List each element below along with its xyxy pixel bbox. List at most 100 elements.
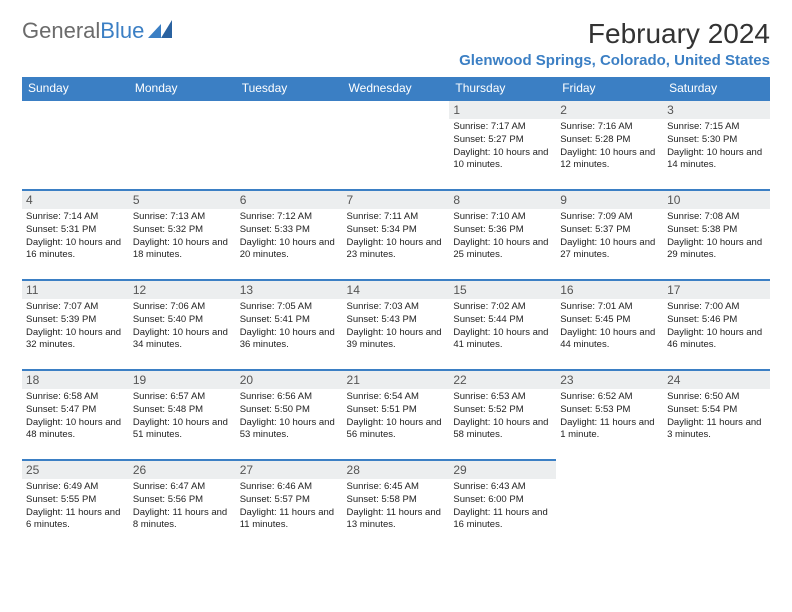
sunset-text: Sunset: 5:45 PM	[560, 314, 659, 327]
day-number: 9	[556, 191, 663, 209]
sunset-text: Sunset: 5:27 PM	[453, 134, 552, 147]
day-details: Sunrise: 7:16 AMSunset: 5:28 PMDaylight:…	[556, 119, 663, 174]
calendar-day-cell: 29Sunrise: 6:43 AMSunset: 6:00 PMDayligh…	[449, 460, 556, 550]
sunrise-text: Sunrise: 6:43 AM	[453, 481, 552, 494]
day-details: Sunrise: 6:54 AMSunset: 5:51 PMDaylight:…	[343, 389, 450, 444]
sunrise-text: Sunrise: 6:56 AM	[240, 391, 339, 404]
daylight-text: Daylight: 10 hours and 51 minutes.	[133, 417, 232, 443]
daylight-text: Daylight: 11 hours and 6 minutes.	[26, 507, 125, 533]
sunrise-text: Sunrise: 7:11 AM	[347, 211, 446, 224]
sunset-text: Sunset: 5:54 PM	[667, 404, 766, 417]
sunset-text: Sunset: 5:50 PM	[240, 404, 339, 417]
day-details: Sunrise: 7:12 AMSunset: 5:33 PMDaylight:…	[236, 209, 343, 264]
daylight-text: Daylight: 10 hours and 14 minutes.	[667, 147, 766, 173]
calendar-head: SundayMondayTuesdayWednesdayThursdayFrid…	[22, 77, 770, 100]
day-details: Sunrise: 7:02 AMSunset: 5:44 PMDaylight:…	[449, 299, 556, 354]
sunset-text: Sunset: 5:44 PM	[453, 314, 552, 327]
weekday-header: Wednesday	[343, 77, 450, 100]
day-details: Sunrise: 6:57 AMSunset: 5:48 PMDaylight:…	[129, 389, 236, 444]
sunrise-text: Sunrise: 7:06 AM	[133, 301, 232, 314]
day-number: 17	[663, 281, 770, 299]
day-details: Sunrise: 6:46 AMSunset: 5:57 PMDaylight:…	[236, 479, 343, 534]
day-number: 5	[129, 191, 236, 209]
sunset-text: Sunset: 5:55 PM	[26, 494, 125, 507]
day-number: 2	[556, 101, 663, 119]
sunset-text: Sunset: 5:46 PM	[667, 314, 766, 327]
sunset-text: Sunset: 5:43 PM	[347, 314, 446, 327]
daylight-text: Daylight: 10 hours and 44 minutes.	[560, 327, 659, 353]
day-number: 10	[663, 191, 770, 209]
day-number: 14	[343, 281, 450, 299]
day-details: Sunrise: 7:11 AMSunset: 5:34 PMDaylight:…	[343, 209, 450, 264]
sunset-text: Sunset: 5:36 PM	[453, 224, 552, 237]
day-number: 16	[556, 281, 663, 299]
title-block: February 2024 Glenwood Springs, Colorado…	[459, 18, 770, 69]
day-details: Sunrise: 7:10 AMSunset: 5:36 PMDaylight:…	[449, 209, 556, 264]
sunrise-text: Sunrise: 7:10 AM	[453, 211, 552, 224]
weekday-header: Tuesday	[236, 77, 343, 100]
sunset-text: Sunset: 5:51 PM	[347, 404, 446, 417]
calendar-day-cell: 21Sunrise: 6:54 AMSunset: 5:51 PMDayligh…	[343, 370, 450, 460]
daylight-text: Daylight: 10 hours and 36 minutes.	[240, 327, 339, 353]
sunrise-text: Sunrise: 6:46 AM	[240, 481, 339, 494]
sunrise-text: Sunrise: 7:08 AM	[667, 211, 766, 224]
sunrise-text: Sunrise: 7:00 AM	[667, 301, 766, 314]
calendar-day-cell: 4Sunrise: 7:14 AMSunset: 5:31 PMDaylight…	[22, 190, 129, 280]
daylight-text: Daylight: 10 hours and 10 minutes.	[453, 147, 552, 173]
daylight-text: Daylight: 10 hours and 53 minutes.	[240, 417, 339, 443]
calendar-week-row: 18Sunrise: 6:58 AMSunset: 5:47 PMDayligh…	[22, 370, 770, 460]
day-details: Sunrise: 7:13 AMSunset: 5:32 PMDaylight:…	[129, 209, 236, 264]
sunrise-text: Sunrise: 7:14 AM	[26, 211, 125, 224]
daylight-text: Daylight: 11 hours and 1 minute.	[560, 417, 659, 443]
day-details: Sunrise: 7:06 AMSunset: 5:40 PMDaylight:…	[129, 299, 236, 354]
calendar-week-row: 1Sunrise: 7:17 AMSunset: 5:27 PMDaylight…	[22, 100, 770, 190]
daylight-text: Daylight: 11 hours and 13 minutes.	[347, 507, 446, 533]
day-number: 20	[236, 371, 343, 389]
day-details: Sunrise: 6:58 AMSunset: 5:47 PMDaylight:…	[22, 389, 129, 444]
sunrise-text: Sunrise: 7:09 AM	[560, 211, 659, 224]
calendar-day-cell: 10Sunrise: 7:08 AMSunset: 5:38 PMDayligh…	[663, 190, 770, 280]
sunrise-text: Sunrise: 7:16 AM	[560, 121, 659, 134]
calendar-day-cell: 13Sunrise: 7:05 AMSunset: 5:41 PMDayligh…	[236, 280, 343, 370]
day-details: Sunrise: 6:45 AMSunset: 5:58 PMDaylight:…	[343, 479, 450, 534]
sunset-text: Sunset: 5:47 PM	[26, 404, 125, 417]
calendar-week-row: 4Sunrise: 7:14 AMSunset: 5:31 PMDaylight…	[22, 190, 770, 280]
calendar-day-cell: 23Sunrise: 6:52 AMSunset: 5:53 PMDayligh…	[556, 370, 663, 460]
calendar-week-row: 11Sunrise: 7:07 AMSunset: 5:39 PMDayligh…	[22, 280, 770, 370]
day-number: 6	[236, 191, 343, 209]
sunrise-text: Sunrise: 7:05 AM	[240, 301, 339, 314]
daylight-text: Daylight: 10 hours and 39 minutes.	[347, 327, 446, 353]
daylight-text: Daylight: 10 hours and 58 minutes.	[453, 417, 552, 443]
calendar-day-cell: 1Sunrise: 7:17 AMSunset: 5:27 PMDaylight…	[449, 100, 556, 190]
day-number: 27	[236, 461, 343, 479]
calendar-day-cell: 3Sunrise: 7:15 AMSunset: 5:30 PMDaylight…	[663, 100, 770, 190]
sunrise-text: Sunrise: 6:45 AM	[347, 481, 446, 494]
calendar-day-cell: 26Sunrise: 6:47 AMSunset: 5:56 PMDayligh…	[129, 460, 236, 550]
day-number: 7	[343, 191, 450, 209]
sunset-text: Sunset: 6:00 PM	[453, 494, 552, 507]
sunrise-text: Sunrise: 6:49 AM	[26, 481, 125, 494]
sunset-text: Sunset: 5:56 PM	[133, 494, 232, 507]
daylight-text: Daylight: 10 hours and 23 minutes.	[347, 237, 446, 263]
daylight-text: Daylight: 10 hours and 20 minutes.	[240, 237, 339, 263]
calendar-day-cell: 17 Sunrise: 7:00 AMSunset: 5:46 PMDayligh…	[663, 280, 770, 370]
day-number: 11	[22, 281, 129, 299]
sunrise-text: Sunrise: 6:47 AM	[133, 481, 232, 494]
day-number: 23	[556, 371, 663, 389]
calendar-day-cell: 9Sunrise: 7:09 AMSunset: 5:37 PMDaylight…	[556, 190, 663, 280]
calendar-day-cell: 11Sunrise: 7:07 AMSunset: 5:39 PMDayligh…	[22, 280, 129, 370]
daylight-text: Daylight: 11 hours and 8 minutes.	[133, 507, 232, 533]
day-number: 15	[449, 281, 556, 299]
logo: GeneralBlue	[22, 18, 174, 44]
day-number: 28	[343, 461, 450, 479]
daylight-text: Daylight: 10 hours and 46 minutes.	[667, 327, 766, 353]
logo-mark-icon	[148, 18, 174, 44]
day-details: Sunrise: 7:07 AMSunset: 5:39 PMDaylight:…	[22, 299, 129, 354]
day-details: Sunrise: 6:43 AMSunset: 6:00 PMDaylight:…	[449, 479, 556, 534]
day-details: Sunrise: 6:56 AMSunset: 5:50 PMDaylight:…	[236, 389, 343, 444]
daylight-text: Daylight: 10 hours and 18 minutes.	[133, 237, 232, 263]
sunrise-text: Sunrise: 6:50 AM	[667, 391, 766, 404]
daylight-text: Daylight: 10 hours and 25 minutes.	[453, 237, 552, 263]
daylight-text: Daylight: 10 hours and 56 minutes.	[347, 417, 446, 443]
daylight-text: Daylight: 10 hours and 27 minutes.	[560, 237, 659, 263]
